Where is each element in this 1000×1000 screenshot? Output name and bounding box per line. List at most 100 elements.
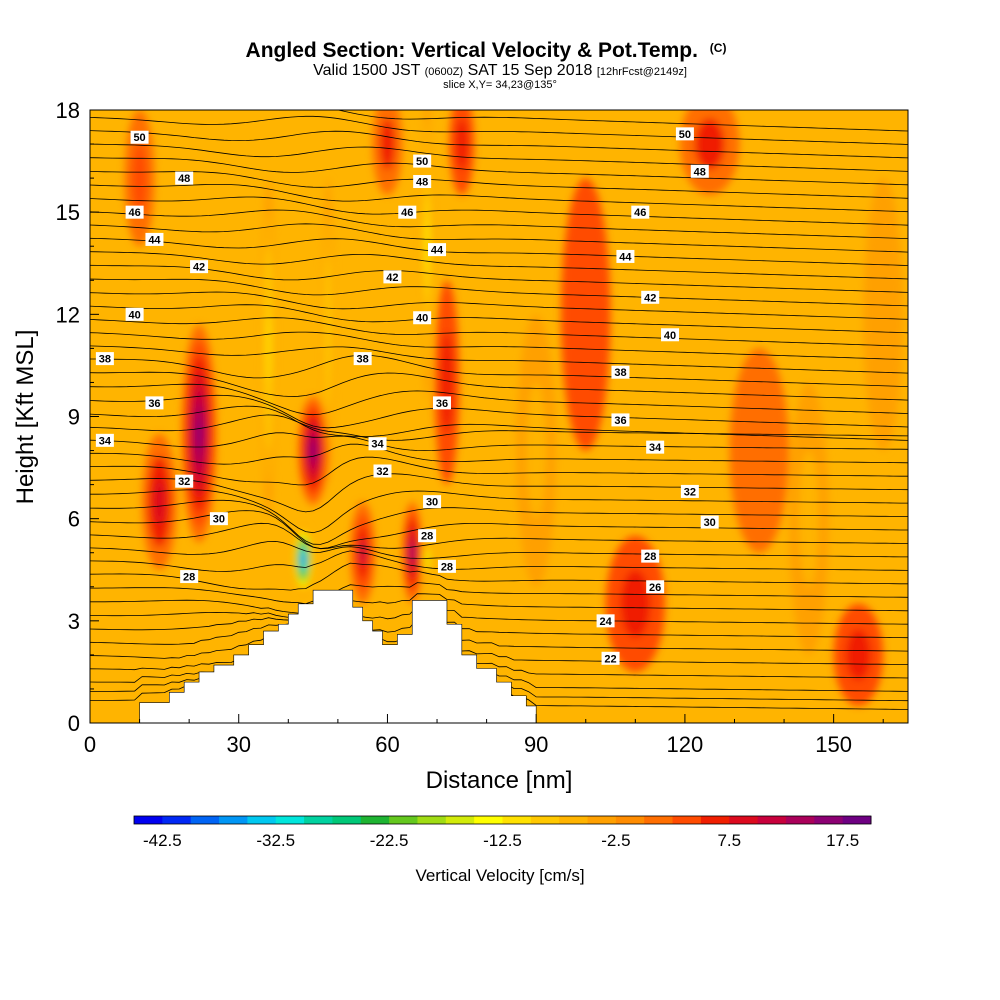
isentrope-line-25 (90, 371, 908, 401)
colorbar-tick-label-1: -32.5 (256, 831, 295, 850)
contour-label-16: 40 (413, 311, 432, 325)
velocity-cell-15-level-1 (380, 118, 395, 170)
contour-label-1: 50 (413, 154, 432, 168)
svg-text:50: 50 (133, 132, 145, 144)
svg-text:46: 46 (128, 207, 140, 219)
svg-text:34: 34 (371, 439, 384, 451)
velocity-cell-8-level-6 (196, 417, 202, 450)
svg-text:46: 46 (401, 207, 413, 219)
x-tick-label-60: 60 (375, 732, 399, 757)
colorbar-swatch-19 (672, 816, 702, 824)
contour-label-20: 38 (611, 365, 630, 379)
svg-text:38: 38 (357, 354, 369, 366)
colorbar-swatch-15 (559, 816, 589, 824)
colorbar-swatch-23 (785, 816, 815, 824)
svg-text:48: 48 (416, 177, 428, 189)
velocity-cell-0-level-16 (302, 557, 304, 562)
isentrope-line-17 (90, 473, 908, 513)
svg-text:44: 44 (431, 245, 444, 257)
isentrope-line-12 (90, 540, 908, 559)
contour-label-6: 46 (125, 205, 144, 219)
isentrope-line-28 (90, 331, 908, 361)
contour-label-34: 28 (437, 559, 456, 573)
velocity-cell-18-level-1 (620, 569, 651, 638)
contour-label-31: 30 (423, 495, 442, 509)
isentrope-line-45 (336, 110, 908, 132)
contour-labels: 50 50 50 48 48 48 46 46 46 44 44 44 42 42 42 40 40 40 38 38… (95, 127, 719, 665)
x-axis: 0 30 60 90 120 150 (84, 714, 884, 757)
contour-label-38: 24 (596, 614, 615, 628)
contour-label-27: 32 (175, 474, 194, 488)
colorbar-ticks: -42.5 -32.5 -22.5 -12.5 -2.5 7.5 17.5 (143, 831, 859, 850)
isentrope-line-35 (90, 237, 908, 266)
contour-label-18: 38 (95, 352, 114, 366)
isentrope-line-27 (90, 345, 908, 374)
colorbar-tick-label-5: 7.5 (717, 831, 741, 850)
contour-label-39: 22 (601, 651, 620, 665)
velocity-cell-17-level-0 (560, 178, 611, 451)
velocity-cell-11-level-2 (153, 478, 166, 525)
isentrope-line-30 (90, 304, 908, 334)
contour-label-15: 40 (125, 307, 144, 321)
svg-text:30: 30 (213, 514, 225, 526)
y-tick-label-0: 0 (68, 711, 80, 736)
svg-text:32: 32 (376, 466, 388, 478)
svg-text:48: 48 (694, 166, 706, 178)
svg-text:44: 44 (148, 234, 161, 246)
svg-text:48: 48 (178, 173, 190, 185)
subtitle-zulu: (0600Z) (425, 66, 464, 78)
contour-label-8: 46 (631, 205, 650, 219)
velocity-cell-1-level-4 (266, 314, 270, 383)
x-tick-label-90: 90 (524, 732, 548, 757)
isentrope-line-21 (90, 414, 908, 441)
y-axis-label: Height [Kft MSL] (12, 330, 39, 505)
isentrope-line-39 (90, 184, 908, 213)
colorbar-swatch-10 (417, 816, 447, 824)
svg-text:28: 28 (441, 561, 453, 573)
isentrope-line-41 (90, 157, 908, 186)
colorbar-tick-label-0: -42.5 (143, 831, 182, 850)
contour-label-30: 30 (209, 512, 228, 526)
isentrope-line-43 (90, 130, 908, 159)
colorbar-swatch-24 (814, 816, 844, 824)
velocity-cell-20-level-1 (694, 118, 725, 170)
isentrope-line-31 (90, 291, 908, 320)
svg-text:42: 42 (386, 272, 398, 284)
contour-label-11: 44 (616, 249, 635, 263)
isentrope-line-15 (90, 499, 908, 545)
velocity-cell-9-level-6 (310, 442, 316, 459)
isentrope-line-26 (90, 354, 908, 387)
colorbar-swatch-9 (389, 816, 418, 824)
svg-text:28: 28 (644, 551, 656, 563)
y-tick-label-18: 18 (56, 98, 80, 123)
contour-label-3: 48 (175, 171, 194, 185)
contour-label-37: 26 (646, 580, 665, 594)
isentrope-line-32 (90, 278, 908, 307)
velocity-cell-19-level-1 (846, 629, 871, 681)
contour-label-13: 42 (383, 270, 402, 284)
svg-text:32: 32 (684, 486, 696, 498)
isentrope-line-38 (90, 196, 908, 226)
velocity-cell-7-level-1 (873, 246, 894, 383)
isentrope-line-11 (90, 550, 908, 572)
svg-text:50: 50 (679, 129, 691, 141)
contour-label-5: 48 (690, 164, 709, 178)
contour-label-10: 44 (428, 243, 447, 257)
y-tick-label-12: 12 (56, 302, 80, 327)
contour-label-33: 28 (418, 529, 437, 543)
colorbar-swatch-6 (304, 816, 333, 824)
colorbar-swatch-25 (842, 816, 872, 824)
potential-temperature-contours (90, 110, 908, 710)
svg-text:28: 28 (183, 572, 195, 584)
velocity-cell-14-level-1 (455, 118, 469, 170)
colorbar-swatch-20 (700, 816, 730, 824)
subtitle-valid: Valid 1500 JST (313, 62, 421, 79)
colorbar-swatch-1 (162, 816, 192, 824)
contour-label-17: 40 (661, 328, 680, 342)
y-tick-label-3: 3 (68, 609, 80, 634)
isentrope-line-3 (90, 632, 908, 679)
isentrope-line-5 (90, 622, 908, 652)
isentrope-line-36 (90, 223, 908, 253)
svg-text:50: 50 (416, 156, 428, 168)
colorbar-frame (133, 815, 872, 825)
